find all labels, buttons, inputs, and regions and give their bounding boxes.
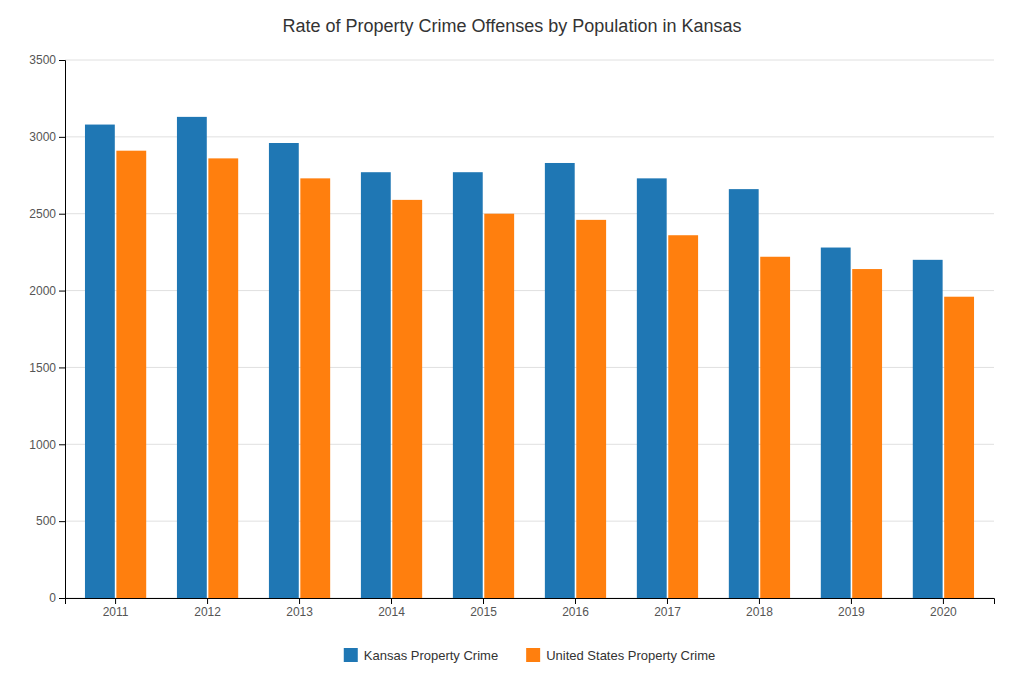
tick: 2000 <box>29 284 65 298</box>
tick-mark <box>667 598 668 604</box>
tick: 3000 <box>29 130 65 144</box>
bar <box>269 143 299 598</box>
tick-label: 2018 <box>746 605 773 619</box>
page: {"chart_data": {"type": "bar", "title": … <box>0 0 1024 683</box>
bar <box>177 117 207 598</box>
tick-mark <box>59 291 65 292</box>
bar <box>729 189 759 598</box>
tick-mark <box>59 367 65 368</box>
bar <box>637 178 667 598</box>
tick-mark <box>391 598 392 604</box>
bar <box>760 257 790 598</box>
tick: 2014 <box>378 598 405 619</box>
y-axis: 0 500 1000 1500 2000 2500 3000 3500 <box>29 53 65 605</box>
tick-mark <box>299 598 300 604</box>
tick-label: 2012 <box>194 605 221 619</box>
x-axis: 2011 2012 2013 2014 2015 2016 2017 2018 2019 2020 <box>66 598 995 619</box>
tick-label: 2000 <box>29 284 56 298</box>
tick-mark <box>759 598 760 604</box>
bar <box>576 220 606 598</box>
tick: 2020 <box>930 598 957 619</box>
bar <box>392 200 422 598</box>
series <box>116 151 974 598</box>
chart: Rate of Property Crime Offenses by Popul… <box>0 0 1024 683</box>
tick-label: 3500 <box>29 53 56 67</box>
bar <box>913 260 943 598</box>
tick-label: 0 <box>49 591 56 605</box>
bar <box>545 163 575 598</box>
tick-label: 2014 <box>378 605 405 619</box>
tick-mark <box>59 214 65 215</box>
tick-mark <box>943 598 944 604</box>
bar <box>668 235 698 598</box>
plot-area: 2011 2012 2013 2014 2015 2016 2017 2018 2019 2020… <box>29 53 994 618</box>
tick-mark <box>59 521 65 522</box>
axis-line <box>59 61 66 599</box>
tick-mark <box>207 598 208 604</box>
tick-label: 2500 <box>29 207 56 221</box>
grid <box>65 60 994 598</box>
tick-label: 3000 <box>29 130 56 144</box>
tick-mark <box>59 60 65 61</box>
legend-label: Kansas Property Crime <box>364 648 498 663</box>
bar <box>944 297 974 598</box>
tick-mark <box>851 598 852 604</box>
tick: 0 <box>49 591 65 605</box>
chart-title: Rate of Property Crime Offenses by Popul… <box>283 16 742 36</box>
bar <box>484 214 514 598</box>
tick: 2017 <box>654 598 681 619</box>
tick-mark <box>575 598 576 604</box>
legend-swatch <box>526 648 540 662</box>
series <box>85 117 943 598</box>
axis-line <box>66 599 995 605</box>
tick-mark <box>59 137 65 138</box>
bar <box>300 178 330 598</box>
tick: 500 <box>36 514 65 528</box>
tick: 1000 <box>29 438 65 452</box>
tick-label: 2019 <box>838 605 865 619</box>
tick-label: 2016 <box>562 605 589 619</box>
tick-label: 2015 <box>470 605 497 619</box>
bar <box>361 172 391 598</box>
tick-mark <box>59 598 65 599</box>
legend-swatch <box>344 648 358 662</box>
tick: 2016 <box>562 598 589 619</box>
tick-mark <box>483 598 484 604</box>
tick: 2500 <box>29 207 65 221</box>
bar <box>821 248 851 598</box>
bars <box>85 117 974 598</box>
tick: 2013 <box>286 598 313 619</box>
bar <box>85 125 115 598</box>
grid-line <box>65 60 994 61</box>
tick-label: 2017 <box>654 605 681 619</box>
tick: 1500 <box>29 361 65 375</box>
bar <box>116 151 146 598</box>
legend-item: United States Property Crime <box>526 648 715 663</box>
bar <box>852 269 882 598</box>
tick: 2018 <box>746 598 773 619</box>
tick-label: 2020 <box>930 605 957 619</box>
legend: Kansas Property Crime United States Prope… <box>344 648 715 663</box>
tick-mark <box>115 598 116 604</box>
bar <box>453 172 483 598</box>
tick-label: 2011 <box>103 605 129 619</box>
legend-label: United States Property Crime <box>546 648 715 663</box>
legend-item: Kansas Property Crime <box>344 648 498 663</box>
tick: 2019 <box>838 598 865 619</box>
tick: 3500 <box>29 53 65 67</box>
bar <box>208 158 238 598</box>
tick-label: 1000 <box>29 438 56 452</box>
tick-label: 500 <box>36 514 56 528</box>
tick-label: 1500 <box>29 361 56 375</box>
tick-mark <box>59 444 65 445</box>
tick: 2015 <box>470 598 497 619</box>
tick: 2012 <box>194 598 221 619</box>
tick-label: 2013 <box>286 605 313 619</box>
tick: 2011 <box>103 598 129 619</box>
